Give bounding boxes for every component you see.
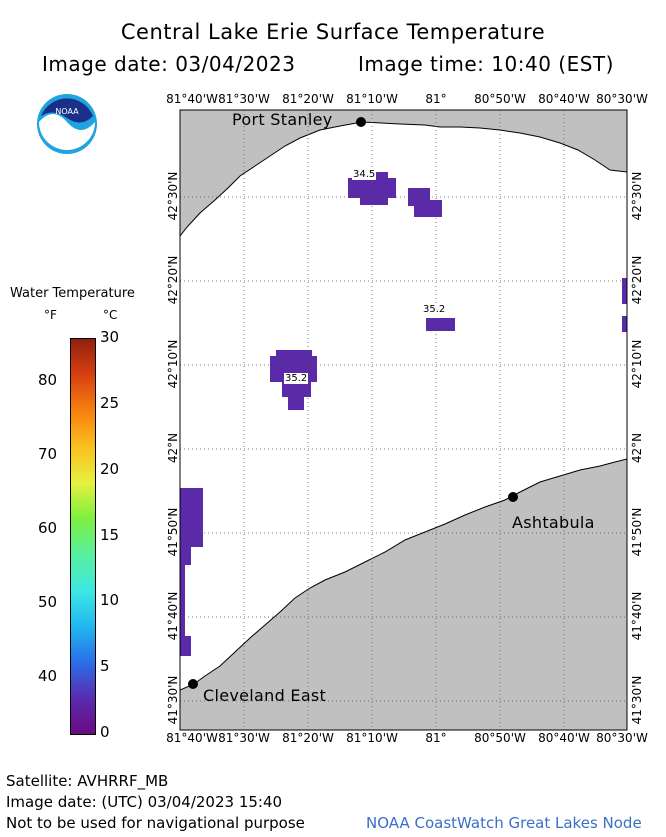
credit-link[interactable]: NOAA CoastWatch Great Lakes Node [366, 814, 642, 832]
fahrenheit-tick-label: 60 [38, 519, 58, 537]
city-label-port-stanley: Port Stanley [232, 110, 333, 129]
south-shore-land [180, 458, 627, 730]
legend-unit-c: °C [103, 308, 118, 322]
longitude-tick-label: 80°40'W [538, 731, 590, 745]
longitude-tick-label: 80°50'W [474, 731, 526, 745]
longitude-tick-label: 81°20'W [282, 92, 334, 106]
celsius-tick-label: 30 [100, 328, 120, 346]
celsius-tick-label: 5 [100, 657, 110, 676]
north-shore-land [180, 110, 627, 237]
latitude-tick-label: 41°30'N [166, 675, 180, 725]
celsius-tick-label: 15 [100, 525, 120, 544]
cleveland-east-marker [188, 679, 198, 689]
map-title: Central Lake Erie Surface Temperature [120, 20, 546, 44]
longitude-tick-label: 81°10'W [346, 92, 398, 106]
longitude-tick-label: 81°20'W [282, 731, 334, 745]
latitude-tick-label: 41°50'N [166, 507, 180, 557]
celsius-tick-label: 20 [100, 459, 120, 478]
value-label: 35.2 [284, 373, 309, 384]
noaa-logo-text: NOAA [55, 107, 79, 116]
port-stanley-marker [356, 117, 366, 127]
map-border [179, 109, 628, 731]
fahrenheit-tick-label: 80 [38, 371, 58, 389]
longitude-tick-label: 81°40'W [166, 92, 218, 106]
utc-date-label: Image date: (UTC) 03/04/2023 15:40 [6, 793, 283, 811]
latitude-tick-label: 42°10'N [630, 339, 644, 389]
longitude-tick-label: 81° [425, 731, 447, 745]
latitude-tick-label: 42°N [166, 432, 180, 464]
longitude-tick-label: 81°40'W [166, 731, 218, 745]
fahrenheit-tick-label: 40 [38, 667, 58, 685]
latitude-tick-label: 42°30'N [630, 171, 644, 221]
city-label-cleveland-east: Cleveland East [203, 686, 327, 705]
latitude-tick-label: 42°10'N [166, 339, 180, 389]
graticule [180, 110, 627, 730]
longitude-tick-label: 81°10'W [346, 731, 398, 745]
city-label-ashtabula: Ashtabula [512, 513, 595, 532]
latitude-tick-label: 42°20'N [630, 255, 644, 305]
colorbar [70, 338, 96, 735]
value-label: 34.5 [352, 169, 377, 180]
latitude-tick-label: 41°40'N [630, 591, 644, 641]
latitude-tick-label: 42°N [630, 432, 644, 464]
fahrenheit-tick-label: 50 [38, 593, 58, 611]
longitude-tick-label: 81°30'W [218, 731, 270, 745]
longitude-tick-label: 80°30'W [596, 92, 648, 106]
longitude-tick-label: 81°30'W [218, 92, 270, 106]
legend-unit-f: °F [44, 308, 57, 322]
fahrenheit-tick-label: 70 [38, 445, 58, 463]
celsius-tick-label: 0 [100, 723, 110, 741]
longitude-tick-label: 80°40'W [538, 92, 590, 106]
satellite-label: Satellite: AVHRRF_MB [6, 772, 169, 790]
latitude-tick-label: 41°30'N [630, 675, 644, 725]
value-label: 35.2 [422, 304, 447, 315]
longitude-tick-label: 81° [425, 92, 447, 106]
celsius-tick-label: 25 [100, 393, 120, 412]
image-time-label: Image time: 10:40 (EST) [358, 52, 614, 76]
noaa-logo: NOAA [37, 94, 97, 154]
latitude-tick-label: 41°50'N [630, 507, 644, 557]
longitude-tick-label: 80°50'W [474, 92, 526, 106]
ashtabula-marker [508, 492, 518, 502]
latitude-tick-label: 42°20'N [166, 255, 180, 305]
image-date-label: Image date: 03/04/2023 [42, 52, 296, 76]
disclaimer: Not to be used for navigational purpose [6, 814, 305, 832]
celsius-tick-label: 10 [100, 591, 120, 610]
latitude-tick-label: 41°40'N [166, 591, 180, 641]
latitude-tick-label: 42°30'N [166, 171, 180, 221]
longitude-tick-label: 80°30'W [596, 731, 648, 745]
legend-title: Water Temperature [10, 286, 135, 301]
